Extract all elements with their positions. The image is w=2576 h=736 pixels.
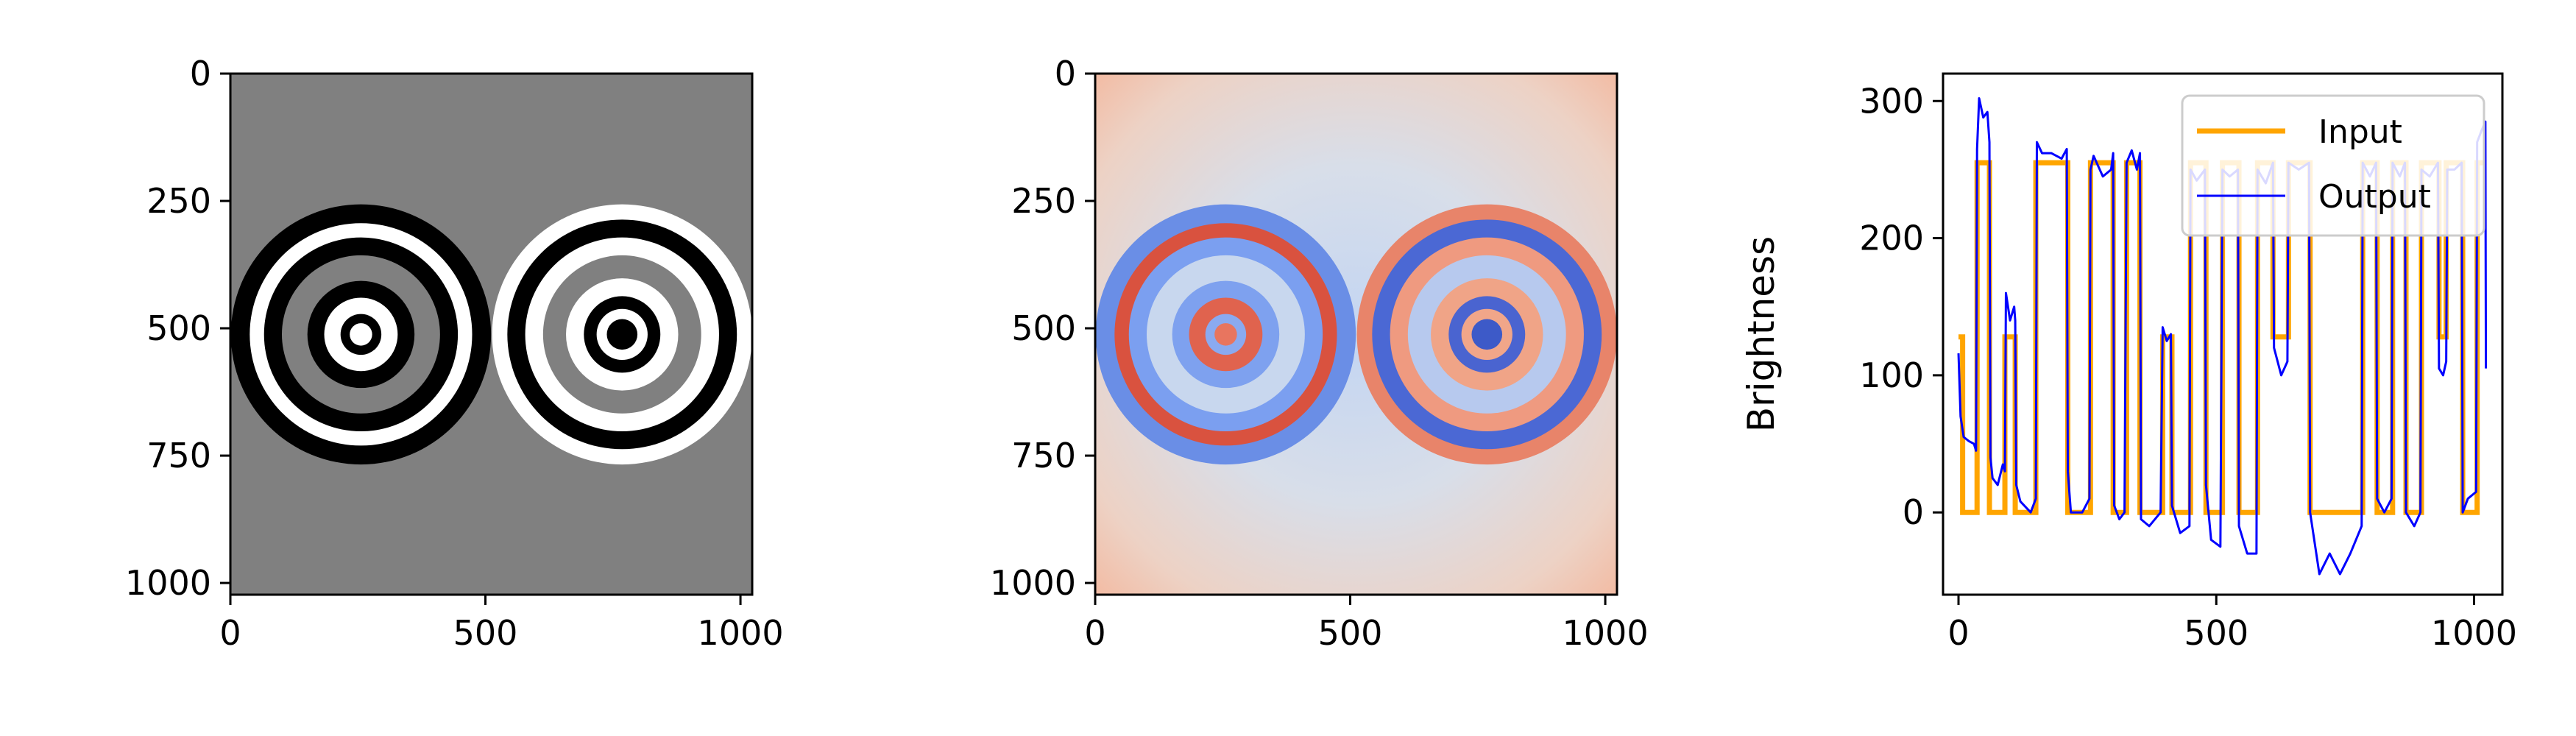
y-tick-label: 250 xyxy=(1011,181,1076,221)
y-tick-label: 500 xyxy=(1011,308,1076,348)
y-tick-label: 1000 xyxy=(125,563,211,603)
legend-label-output: Output xyxy=(2318,178,2431,216)
y-tick-label: 1000 xyxy=(990,563,1076,603)
x-tick-label: 500 xyxy=(453,613,518,653)
x-tick-label: 1000 xyxy=(698,613,784,653)
y-tick-label: 300 xyxy=(1859,81,1924,121)
y-axis-label: Brightness xyxy=(1740,236,1783,432)
y-tick-label: 250 xyxy=(146,181,211,221)
y-tick-label: 0 xyxy=(1055,54,1076,93)
profile-plot-panel: 0 500 1000 0 100 200 300 Brightness Input Outp… xyxy=(1740,72,2517,653)
x-tick-label: 0 xyxy=(1947,613,1969,653)
x-tick-label: 1000 xyxy=(1563,613,1649,653)
x-tick-label: 500 xyxy=(1318,613,1383,653)
plot-frame xyxy=(1942,72,2504,596)
y-tick-label: 0 xyxy=(190,54,211,93)
y-tick-label: 750 xyxy=(146,436,211,475)
input-image xyxy=(230,74,752,595)
target-2-ring-8 xyxy=(1471,319,1503,350)
input-image-frame xyxy=(229,72,754,596)
x-tick-label: 0 xyxy=(219,613,241,653)
y-tick-label: 750 xyxy=(1011,436,1076,475)
y-tick-label: 200 xyxy=(1859,219,1924,258)
target-1-ring-8 xyxy=(350,323,372,346)
legend-label-input: Input xyxy=(2318,113,2402,151)
target-2-ring-8 xyxy=(606,319,638,350)
y-tick-label: 500 xyxy=(146,308,211,348)
plot-axes: 0 500 1000 0 100 200 300 xyxy=(1859,81,2517,653)
legend: Input Output xyxy=(2181,94,2485,237)
output-image xyxy=(1095,74,1617,595)
output-image-frame xyxy=(1094,72,1618,596)
target-1-ring-8 xyxy=(1214,323,1237,346)
y-tick-label: 0 xyxy=(1903,492,1924,532)
x-tick-label: 1000 xyxy=(2431,613,2517,653)
x-tick-label: 500 xyxy=(2184,613,2248,653)
series-input-line xyxy=(1958,160,2486,515)
y-tick-label: 100 xyxy=(1859,355,1924,395)
x-tick-label: 0 xyxy=(1084,613,1105,653)
